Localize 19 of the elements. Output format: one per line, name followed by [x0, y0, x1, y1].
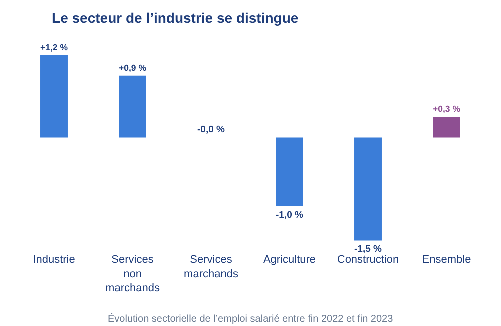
- text: Évolution sectorielle de l’emploi salarié entre fin 2022 et fin 2023: [108, 313, 394, 325]
- x-tick-label: Agriculture: [263, 254, 316, 266]
- bar: [40, 55, 68, 138]
- bar: [119, 76, 146, 138]
- bar: [433, 117, 460, 138]
- chart-title: Le secteur de l’industrie se distingue: [52, 10, 299, 26]
- data-label: +1,2 %: [40, 42, 68, 52]
- x-tick-label: Industrie: [33, 254, 76, 266]
- x-tick-label: Construction: [337, 254, 400, 266]
- data-label: +0,9 %: [119, 62, 147, 73]
- x-tick-label: Services non marchands: [106, 254, 160, 295]
- x-tick-label: Ensemble: [422, 254, 472, 266]
- data-label: -1,0 %: [276, 210, 304, 221]
- data-label: -1,5 %: [354, 244, 383, 256]
- bar: [354, 138, 382, 241]
- data-label: -0,0 %: [198, 124, 226, 136]
- x-tick-label: Services marchands: [184, 254, 239, 280]
- bar: [276, 138, 304, 206]
- data-label: +0,3 %: [433, 104, 461, 114]
